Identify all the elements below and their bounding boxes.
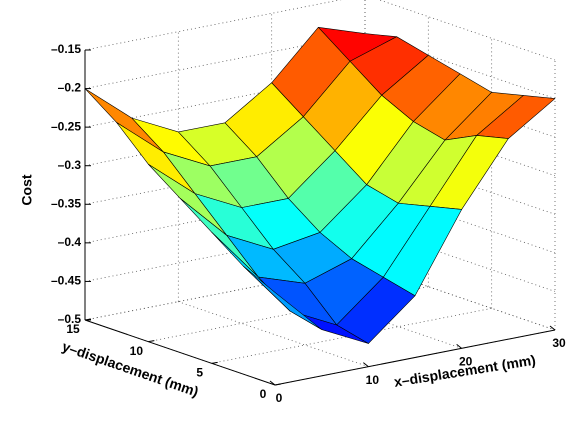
- grid-line: [364, 33, 556, 99]
- z-axis-label: Cost: [19, 174, 35, 205]
- surface-patch: [84, 88, 164, 153]
- x-axis: [274, 329, 556, 386]
- x-tick-label: 10: [366, 373, 380, 387]
- surface-patch: [243, 265, 322, 330]
- y-axis: [84, 319, 276, 386]
- y-tick-label: 0: [260, 387, 267, 401]
- x-tick: [549, 325, 556, 331]
- z-tick-label: –0.45: [51, 274, 81, 288]
- grid-line: [178, 301, 369, 368]
- y-tick: [274, 383, 282, 386]
- grid-line: [364, 187, 556, 254]
- z-tick-label: –0.25: [51, 119, 81, 133]
- y-tick-label: 10: [130, 344, 144, 358]
- y-tick-label: 5: [196, 366, 203, 380]
- x-tick-label: 20: [459, 355, 473, 369]
- z-tick-label: –0.15: [51, 42, 81, 56]
- z-tick-label: –0.5: [58, 312, 82, 326]
- x-tick: [269, 380, 276, 386]
- z-tick-label: –0.3: [58, 158, 82, 172]
- z-tick-label: –0.35: [51, 196, 81, 210]
- grid-line: [364, 264, 556, 331]
- z-tick-label: –0.2: [58, 81, 82, 95]
- x-tick: [363, 362, 369, 368]
- x-tick-label: 30: [552, 336, 566, 350]
- x-tick: [456, 343, 462, 349]
- y-tick-label: 15: [66, 322, 80, 336]
- grid-line: [364, 226, 556, 292]
- grid-line: [378, 0, 556, 61]
- x-tick-label: 0: [276, 391, 283, 405]
- y-tick: [211, 361, 218, 364]
- z-tick-label: –0.4: [58, 235, 82, 249]
- y-tick: [148, 340, 155, 343]
- y-tick: [84, 318, 92, 321]
